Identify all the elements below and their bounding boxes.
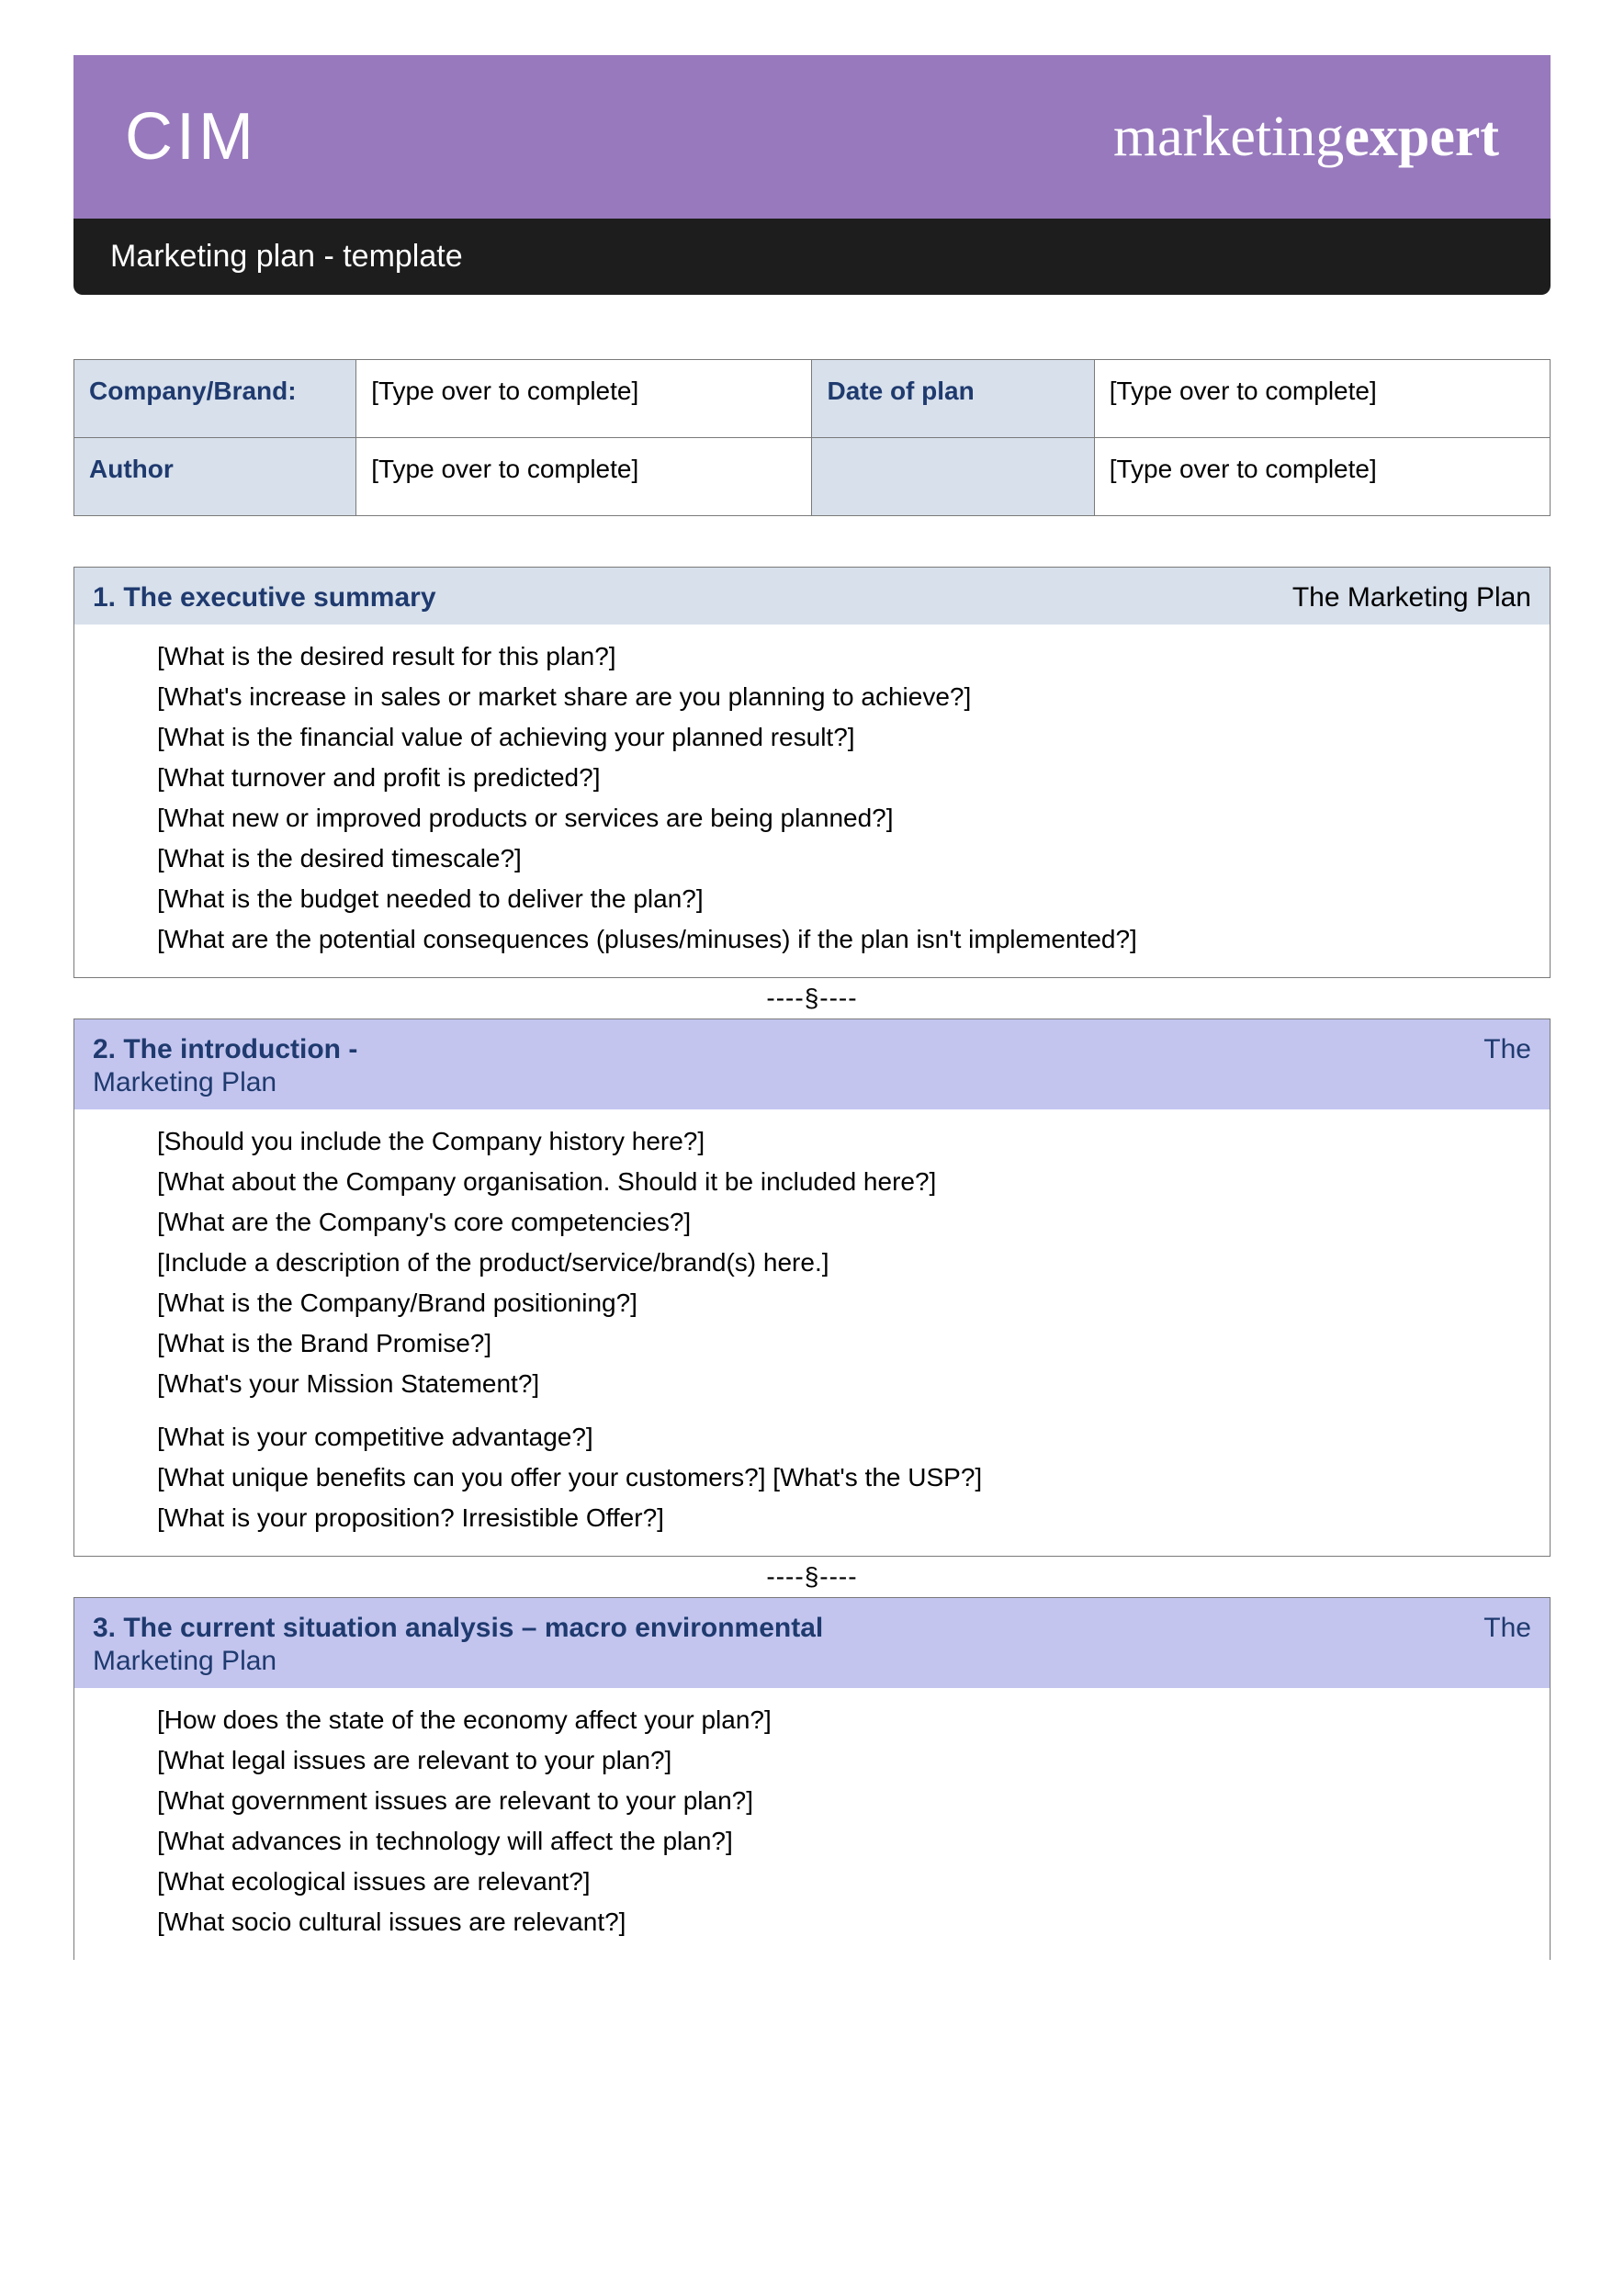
section-right-label: The Marketing Plan <box>1292 582 1531 613</box>
section-introduction: 2. The introduction - The Marketing Plan… <box>73 1019 1551 1557</box>
question-line: [What new or improved products or servic… <box>157 799 1531 838</box>
question-line: [What unique benefits can you offer your… <box>157 1458 1531 1497</box>
question-line: [What is your proposition? Irresistible … <box>157 1499 1531 1537</box>
logo: CIM <box>125 99 257 174</box>
section-right-label: The <box>1483 1034 1531 1065</box>
brand-light: marketing <box>1113 106 1344 168</box>
meta-row: Author [Type over to complete] [Type ove… <box>74 438 1551 516</box>
section-header: 3. The current situation analysis – macr… <box>74 1598 1550 1646</box>
question-line: [How does the state of the economy affec… <box>157 1701 1531 1739</box>
meta-row: Company/Brand: [Type over to complete] D… <box>74 360 1551 438</box>
question-line: [What is the desired result for this pla… <box>157 637 1531 676</box>
section-divider: ----§---- <box>73 978 1551 1019</box>
meta-value[interactable]: [Type over to complete] <box>356 438 812 516</box>
section-header: 1. The executive summary The Marketing P… <box>74 568 1550 625</box>
question-line: [What is the Brand Promise?] <box>157 1324 1531 1363</box>
logo-text: CIM <box>125 100 257 174</box>
meta-label <box>812 438 1094 516</box>
question-line: [What is the budget needed to deliver th… <box>157 880 1531 918</box>
question-line: [What are the Company's core competencie… <box>157 1203 1531 1242</box>
section-right-label: The <box>1483 1613 1531 1644</box>
question-line: [Include a description of the product/se… <box>157 1244 1531 1282</box>
page-title: Marketing plan - template <box>110 239 463 274</box>
section-title: 3. The current situation analysis – macr… <box>93 1613 823 1644</box>
meta-label: Company/Brand: <box>74 360 356 438</box>
brand-bold: expert <box>1344 106 1499 168</box>
meta-label: Date of plan <box>812 360 1094 438</box>
question-line: [What turnover and profit is predicted?] <box>157 759 1531 797</box>
question-line: [What is the desired timescale?] <box>157 839 1531 878</box>
question-line: [What is the financial value of achievin… <box>157 718 1531 757</box>
header-banner: CIM marketingexpert <box>73 55 1551 219</box>
meta-table: Company/Brand: [Type over to complete] D… <box>73 359 1551 516</box>
section-divider: ----§---- <box>73 1557 1551 1597</box>
section-subtitle: Marketing Plan <box>74 1646 1550 1688</box>
question-line: [What about the Company organisation. Sh… <box>157 1163 1531 1201</box>
section-body: [Should you include the Company history … <box>74 1109 1550 1556</box>
question-line: [What are the potential consequences (pl… <box>157 920 1531 959</box>
section-subtitle: Marketing Plan <box>74 1067 1550 1109</box>
question-line: [What advances in technology will affect… <box>157 1822 1531 1861</box>
brand-text: marketingexpert <box>1113 105 1499 170</box>
question-line: [What legal issues are relevant to your … <box>157 1741 1531 1780</box>
meta-label: Author <box>74 438 356 516</box>
section-body: [How does the state of the economy affec… <box>74 1688 1550 1960</box>
question-line: [What is your competitive advantage?] <box>157 1418 1531 1457</box>
section-executive-summary: 1. The executive summary The Marketing P… <box>73 567 1551 978</box>
section-header: 2. The introduction - The <box>74 1019 1550 1067</box>
section-body: [What is the desired result for this pla… <box>74 625 1550 977</box>
section-title: 1. The executive summary <box>93 582 436 613</box>
question-line: [What's your Mission Statement?] <box>157 1365 1531 1403</box>
question-line: [What ecological issues are relevant?] <box>157 1863 1531 1901</box>
meta-value[interactable]: [Type over to complete] <box>1094 360 1550 438</box>
question-line: [What government issues are relevant to … <box>157 1782 1531 1820</box>
section-situation-analysis: 3. The current situation analysis – macr… <box>73 1597 1551 1960</box>
question-line: [What is the Company/Brand positioning?] <box>157 1284 1531 1322</box>
question-line: [What's increase in sales or market shar… <box>157 678 1531 716</box>
section-title: 2. The introduction - <box>93 1034 357 1065</box>
meta-value[interactable]: [Type over to complete] <box>356 360 812 438</box>
title-bar: Marketing plan - template <box>73 219 1551 295</box>
question-line: [What socio cultural issues are relevant… <box>157 1903 1531 1941</box>
question-line: [Should you include the Company history … <box>157 1122 1531 1161</box>
meta-value[interactable]: [Type over to complete] <box>1094 438 1550 516</box>
